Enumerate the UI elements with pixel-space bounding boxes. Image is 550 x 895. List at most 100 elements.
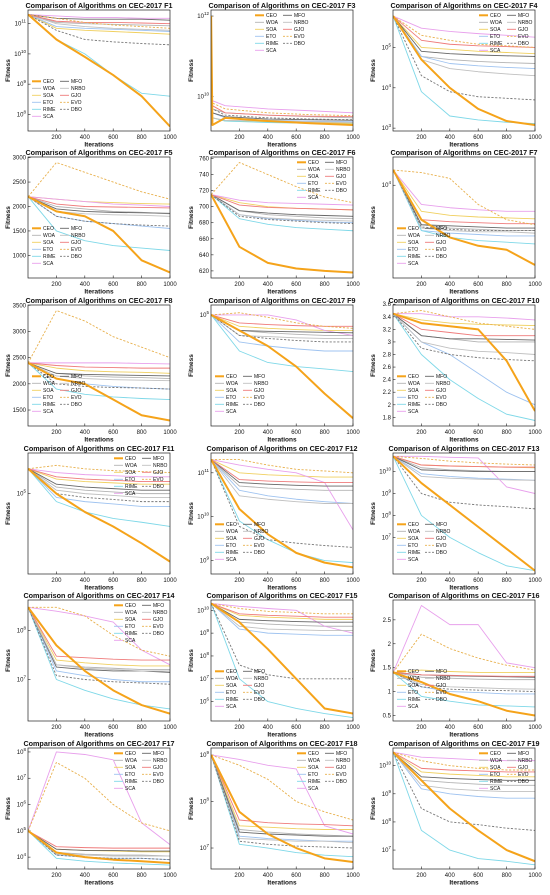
series-line-mfo	[28, 830, 170, 852]
legend-label: EVO	[254, 395, 265, 401]
legend-label: GJO	[71, 240, 81, 246]
legend-label: MFO	[436, 374, 447, 380]
y-tick-label: 3000	[13, 156, 27, 162]
series-line-rime	[211, 16, 353, 125]
legend-label: DBO	[436, 402, 447, 408]
series-line-mfo	[393, 455, 535, 473]
series-line-woa	[393, 672, 535, 681]
y-tick-label: 2.6	[383, 365, 392, 371]
series-line-soa	[28, 362, 170, 374]
legend-label: WOA	[125, 758, 138, 764]
series-line-ceo	[211, 314, 353, 420]
series-line-eto	[211, 603, 353, 636]
y-axis-label: Fitness	[5, 354, 12, 377]
chart-title: Comparison of Algorithms on CEC-2017 F4	[390, 1, 537, 10]
legend-label: CEO	[226, 669, 237, 675]
chart-panel: Comparison of Algorithms on CEC-2017 F11…	[5, 444, 177, 592]
series-line-evo	[393, 455, 535, 466]
x-tick-label: 600	[473, 430, 484, 436]
series-line-rime	[28, 468, 170, 527]
series-group	[393, 455, 535, 572]
series-line-nrbo	[211, 314, 353, 339]
legend-label: RIME	[125, 779, 138, 785]
legend-label: SCA	[308, 195, 319, 201]
legend-label: RIME	[226, 550, 239, 556]
legend-label: ETO	[226, 395, 236, 401]
legend-label: NRBO	[518, 20, 533, 26]
x-tick-label: 800	[137, 725, 148, 731]
legend-label: WOA	[490, 758, 503, 764]
legend-label: GJO	[336, 174, 346, 180]
legend-label: SOA	[226, 388, 237, 394]
legend-label: CEO	[308, 751, 319, 757]
y-axis-label: Fitness	[370, 502, 377, 525]
legend-label: SCA	[266, 48, 277, 54]
legend-label: ETO	[43, 100, 53, 106]
legend-label: WOA	[408, 233, 421, 239]
series-line-nrbo	[393, 455, 535, 481]
legend-label: EVO	[71, 395, 82, 401]
series-line-gjo	[211, 16, 353, 118]
series-line-evo	[393, 633, 535, 673]
y-tick-label: 109	[200, 556, 210, 565]
legend-label: DBO	[294, 41, 305, 47]
legend-label: EVO	[153, 624, 164, 630]
y-tick-label: 2.2	[383, 390, 392, 396]
series-line-gjo	[28, 468, 170, 483]
series-group	[211, 602, 353, 719]
y-tick-label: 109	[382, 789, 392, 798]
x-tick-label: 600	[108, 282, 119, 288]
y-tick-label: 700	[199, 205, 210, 211]
legend-label: MFO	[153, 603, 164, 609]
y-axis-label: Fitness	[188, 797, 195, 820]
legend-label: ETO	[226, 543, 236, 549]
x-tick-label: 800	[137, 430, 148, 436]
y-tick-label: 1010	[379, 761, 391, 770]
plot-frame	[27, 599, 171, 722]
x-tick-label: 1000	[346, 135, 360, 141]
legend-label: DBO	[518, 779, 529, 785]
series-group	[28, 606, 170, 715]
series-line-soa	[393, 669, 535, 673]
series-line-rime	[393, 456, 535, 572]
legend-label: EVO	[436, 690, 447, 696]
x-tick-label: 200	[234, 135, 245, 141]
series-line-woa	[393, 169, 535, 231]
legend-label: EVO	[71, 247, 82, 253]
legend-label: GJO	[518, 27, 528, 33]
y-tick-label: 109	[382, 489, 392, 498]
series-line-sca	[28, 14, 170, 19]
x-tick-label: 1000	[528, 873, 542, 879]
x-axis-label: Iterations	[267, 142, 297, 149]
legend-label: EVO	[71, 100, 82, 106]
x-tick-label: 400	[445, 578, 456, 584]
y-tick-label: 2.4	[383, 378, 392, 384]
legend-label: NRBO	[436, 233, 451, 239]
series-group	[28, 464, 170, 563]
y-tick-label: 109	[200, 628, 210, 637]
legend-label: DBO	[254, 402, 265, 408]
y-tick-label: 2500	[13, 180, 27, 186]
series-line-nrbo	[28, 468, 170, 498]
y-tick-label: 720	[199, 189, 210, 195]
chart-panel: Comparison of Algorithms on CEC-2017 F19…	[370, 739, 542, 887]
legend-label: ETO	[226, 690, 236, 696]
series-group	[393, 169, 535, 266]
x-tick-label: 400	[263, 873, 274, 879]
y-axis-label: Fitness	[370, 797, 377, 820]
series-line-evo	[211, 312, 353, 329]
y-axis-label: Fitness	[370, 59, 377, 82]
legend-label: DBO	[153, 779, 164, 785]
series-line-rime	[211, 603, 353, 719]
series-line-soa	[28, 607, 170, 667]
legend-label: MFO	[436, 226, 447, 232]
y-tick-label: 108	[17, 747, 27, 756]
series-line-eto	[211, 459, 353, 504]
